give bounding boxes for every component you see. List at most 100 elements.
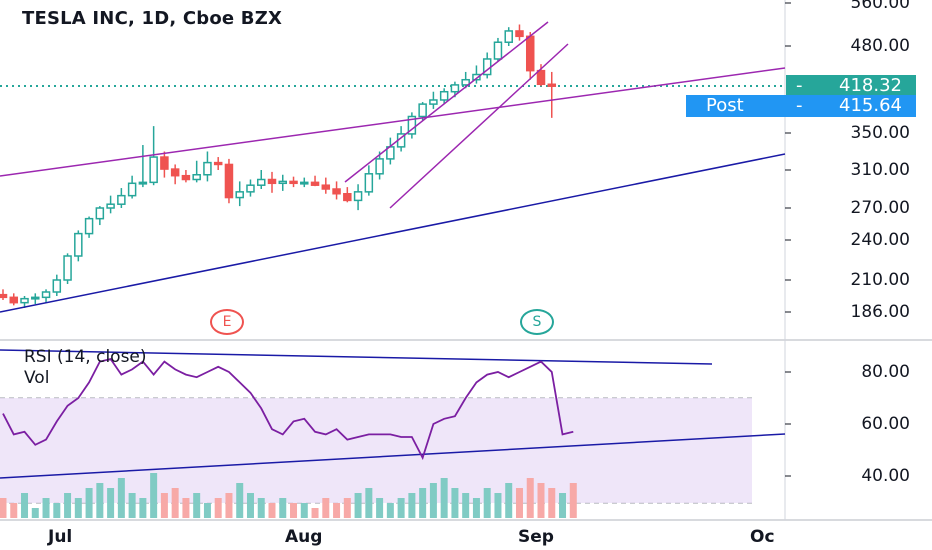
volume-bar [537,483,545,518]
volume-bar [376,498,384,518]
volume-bar [483,488,491,518]
candle-body [547,83,557,87]
price-tick-label: 480.00 [850,36,910,56]
volume-bar [386,503,394,518]
price-tick-label: 310.00 [850,160,910,180]
candle-body [63,255,72,281]
candlestick-series[interactable] [0,24,557,309]
volume-bar [268,503,276,518]
volume-bar [64,493,72,518]
candle-body [170,168,180,177]
candle-body [181,174,191,181]
volume-bar [31,508,39,518]
candle-body [343,193,352,202]
volume-bar [322,498,330,518]
candle-body [536,69,546,86]
chart-title: TESLA INC, 1D, Cboe BZX [22,8,283,29]
candle-body [461,78,470,86]
rsi-lower-trendline [0,433,786,479]
volume-bar [354,493,362,518]
split-event-badge[interactable]: S [520,309,554,335]
candle-body [439,90,449,101]
volume-bar [150,473,158,518]
volume-bar [429,483,437,518]
time-tick-label: Aug [285,527,323,547]
price-tick-label: 186.00 [850,302,910,322]
candle-body [300,181,309,185]
volume-bar [548,488,556,518]
candle-body [418,103,427,118]
candle-body [213,161,223,166]
rsi-tick-label: 60.00 [861,414,910,434]
candle-body [353,191,363,202]
rsi-upper-trendline [0,349,713,365]
candle-body [160,156,169,170]
candle-body [192,174,201,181]
last-price-tag: - 418.32 [786,75,916,97]
candle-body [429,99,438,105]
candle-body [117,194,126,205]
volume-bar [440,478,448,518]
volume-bar [397,498,405,518]
volume-bar [462,493,470,518]
volume-bar [21,493,29,518]
volume-bar [85,488,93,518]
candle-body [127,182,137,197]
volume-bar [311,508,319,518]
volume-bar [117,478,125,518]
volume-bar [53,503,61,518]
candle-body [138,181,148,185]
candle-body [504,30,513,43]
price-tick-label: 270.00 [850,198,910,218]
volume-bar [333,503,341,518]
volume-bar [343,498,351,518]
volume-bar [300,503,308,518]
candle-body [407,115,417,135]
resistance-line [0,67,786,177]
earnings-event-badge[interactable]: E [210,309,244,335]
volume-bar [290,503,298,518]
volume-bar [128,493,136,518]
candle-body [472,73,481,81]
candle-body [515,30,524,38]
rsi-band-fill [0,398,752,503]
volume-bar [246,493,254,518]
candle-body [95,207,105,220]
candle-body [31,296,40,300]
rsi-tick-label: 40.00 [861,466,910,486]
volume-bar [236,483,244,518]
time-tick-label: Sep [518,527,554,547]
candle-body [267,178,277,185]
rsi-line [2,357,574,461]
candle-body [525,35,535,72]
volume-bar [365,488,373,518]
volume-bar [225,493,233,518]
candle-body [364,173,374,193]
volume-bar [408,493,416,518]
volume-bar [472,498,480,518]
candle-body [278,180,288,185]
price-tick-label: 240.00 [850,230,910,250]
volume-bar [171,488,179,518]
candle-body [74,232,83,257]
volume-bar [139,498,147,518]
candle-body [41,291,51,299]
volume-bar [419,488,427,518]
volume-bar [42,498,50,518]
volume-bar [494,493,502,518]
candle-body [310,181,320,186]
price-tick-label: 210.00 [850,270,910,290]
candle-body [203,161,212,176]
post-price-tag: Post - 415.64 [686,95,916,117]
volume-bar [203,503,211,518]
volume-bar [214,498,222,518]
volume-bar [257,498,265,518]
time-tick-label: Oc [750,527,775,547]
volume-bar [559,493,567,518]
candle-body [106,203,115,209]
volume-bar [505,483,513,518]
candle-body [9,296,19,304]
price-tick-label: 350.00 [850,123,910,143]
volume-bar [0,498,7,518]
